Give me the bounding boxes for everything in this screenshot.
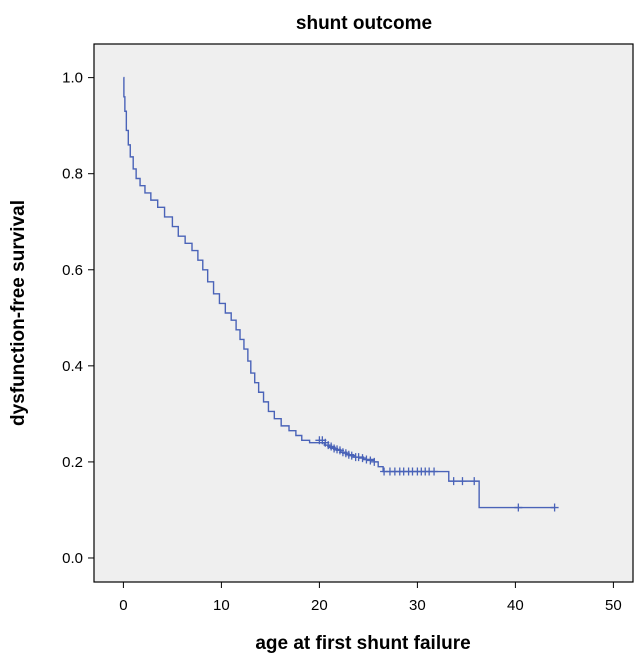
x-axis-label: age at first shunt failure	[255, 633, 470, 654]
x-tick-label: 0	[119, 597, 127, 614]
censor-mark	[362, 455, 371, 464]
y-tick-label: 0.6	[62, 262, 83, 279]
censor-mark	[354, 453, 363, 462]
censor-mark	[550, 503, 559, 512]
censor-mark	[514, 503, 523, 512]
x-tick-label: 50	[605, 597, 622, 614]
censor-mark	[347, 451, 356, 460]
x-tick-label: 30	[409, 597, 426, 614]
censor-mark	[370, 457, 379, 466]
y-tick-label: 1.0	[62, 70, 83, 87]
x-axis: 0 10 20 30 40 50	[119, 582, 622, 614]
censor-mark	[458, 477, 467, 486]
censor-mark	[470, 477, 479, 486]
x-tick-label: 40	[507, 597, 524, 614]
y-tick-label: 0.0	[62, 550, 83, 567]
censor-mark	[430, 467, 439, 476]
x-tick-label: 10	[213, 597, 230, 614]
censor-mark	[366, 456, 375, 465]
censor-mark	[358, 454, 367, 463]
x-tick-label: 20	[311, 597, 328, 614]
plot-area	[93, 43, 634, 583]
y-tick-label: 0.2	[62, 454, 83, 471]
chart-title: shunt outcome	[296, 13, 432, 34]
y-axis: 0.0 0.2 0.4 0.6 0.8 1.0	[62, 70, 94, 567]
y-tick-label: 0.4	[62, 358, 83, 375]
censor-marks	[315, 436, 559, 512]
y-tick-label: 0.8	[62, 166, 83, 183]
y-axis-label: dysfunction-free survival	[8, 200, 29, 426]
censor-mark	[449, 477, 458, 486]
